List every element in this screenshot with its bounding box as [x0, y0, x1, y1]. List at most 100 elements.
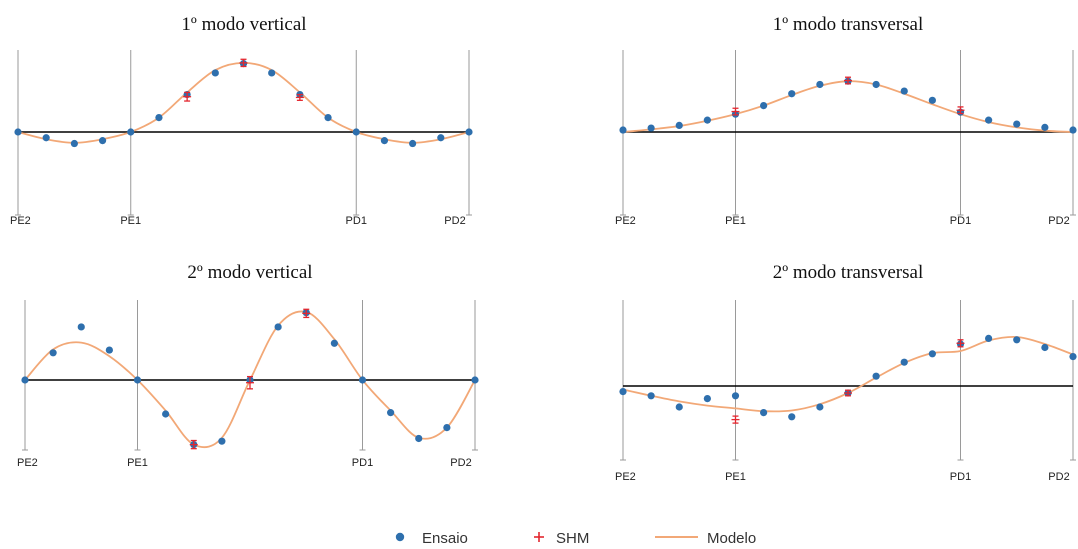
ensaio-point: [872, 80, 880, 89]
shm-point: [246, 375, 254, 390]
ensaio-point: [703, 116, 711, 124]
pier-label: PE1: [120, 215, 141, 227]
pier-label: PD1: [346, 215, 367, 227]
ensaio-point: [731, 392, 740, 400]
legend-modelo-label: Modelo: [707, 530, 756, 547]
chart-panel-3: 2º modo vertical PE2 PE1 PD1 PD2: [17, 262, 479, 469]
ensaio-point: [872, 372, 880, 380]
ensaio-point: [465, 128, 473, 136]
pier-label: PE2: [615, 215, 636, 227]
ensaio-point: [900, 87, 908, 95]
legend-shm-label: SHM: [556, 530, 589, 547]
ensaio-point: [619, 388, 627, 396]
ensaio-point: [1069, 126, 1077, 134]
ensaio-point: [816, 403, 824, 411]
chart-panel-1: 1º modo vertical PE2 PE1 PD1 PD2: [10, 14, 473, 227]
ensaio-point: [274, 323, 282, 331]
ensaio-point: [1041, 123, 1049, 131]
modelo-series-line: [622, 80, 1074, 133]
pier-label: PD1: [352, 457, 373, 469]
legend-ensaio-label: Ensaio: [422, 530, 468, 547]
pier-label: PE1: [725, 471, 746, 483]
ensaio-point: [985, 116, 993, 124]
ensaio-point: [358, 376, 367, 384]
ensaio-point: [760, 102, 768, 110]
ensaio-point: [49, 349, 57, 357]
pier-label: PE2: [10, 215, 31, 227]
ensaio-point: [443, 424, 451, 432]
ensaio-point: [162, 410, 170, 418]
shm-point: [295, 93, 304, 101]
ensaio-point: [788, 90, 796, 98]
shm-point: [731, 107, 740, 116]
shm-point: [239, 58, 248, 68]
ensaio-point: [21, 376, 29, 384]
ensaio-point: [928, 350, 936, 358]
shm-point: [302, 308, 311, 319]
shm-point: [189, 439, 198, 450]
pier-label: PD2: [1048, 215, 1069, 227]
pier-label: PD1: [950, 471, 971, 483]
chart-panel-4: 2º modo transversal PE2 PE1 PD1 PD2: [615, 262, 1077, 483]
pier-label: PE1: [127, 457, 148, 469]
modelo-series-line: [622, 335, 1074, 413]
ensaio-point: [675, 403, 683, 411]
ensaio-point: [1013, 120, 1021, 128]
ensaio-point: [816, 80, 824, 89]
ensaio-point: [1069, 353, 1077, 361]
ensaio-point: [387, 409, 395, 417]
ensaio-point: [409, 139, 417, 148]
ensaio-point: [1041, 343, 1049, 352]
ensaio-point: [155, 114, 163, 122]
ensaio-point: [105, 346, 113, 354]
pier-label: PE2: [17, 457, 38, 469]
ensaio-point: [42, 134, 50, 142]
ensaio-point: [788, 413, 796, 421]
ensaio-point: [14, 128, 22, 136]
shm-point: [844, 389, 852, 397]
chart-title: 2º modo transversal: [773, 262, 923, 283]
shm-point: [731, 415, 740, 424]
ensaio-point: [647, 124, 655, 132]
ensaio-point: [380, 137, 389, 145]
ensaio-point: [330, 339, 338, 347]
ensaio-point: [900, 358, 908, 366]
ensaio-point: [133, 376, 142, 384]
ensaio-point: [675, 121, 683, 129]
ensaio-point: [437, 134, 445, 142]
ensaio-point: [127, 128, 135, 136]
pier-label: PD2: [444, 215, 465, 227]
ensaio-point: [471, 376, 479, 384]
ensaio-point: [415, 434, 423, 443]
pier-label: PE2: [615, 471, 636, 483]
ensaio-point: [619, 126, 627, 134]
ensaio-point: [70, 139, 78, 148]
ensaio-point: [218, 437, 226, 445]
shm-point: [183, 91, 192, 102]
ensaio-point: [77, 323, 85, 331]
ensaio-point: [352, 128, 360, 136]
legend-ensaio-marker: [395, 532, 405, 542]
legend-shm-marker: [534, 532, 544, 542]
pier-label: PD2: [1048, 471, 1069, 483]
ensaio-point: [985, 334, 993, 342]
modelo-series-line: [17, 61, 470, 144]
ensaio-point: [211, 69, 219, 77]
ensaio-point: [760, 409, 768, 417]
shm-point: [956, 106, 965, 115]
ensaio-point: [647, 392, 655, 400]
ensaio-point: [324, 114, 332, 122]
pier-label: PE1: [725, 215, 746, 227]
ensaio-point: [703, 395, 711, 403]
ensaio-point: [928, 96, 936, 104]
legend: Ensaio SHM Modelo: [395, 530, 756, 547]
shm-point: [956, 339, 965, 348]
ensaio-point: [1013, 336, 1021, 344]
ensaio-point: [98, 137, 107, 145]
ensaio-point: [268, 69, 276, 77]
pier-label: PD2: [450, 457, 471, 469]
chart-title: 2º modo vertical: [187, 262, 312, 283]
chart-title: 1º modo vertical: [181, 14, 306, 35]
